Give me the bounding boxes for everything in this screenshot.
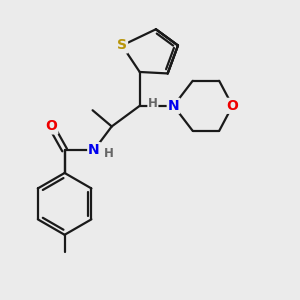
Text: O: O [226, 99, 238, 113]
Text: S: S [117, 38, 127, 52]
Text: N: N [168, 99, 179, 113]
Text: O: O [45, 119, 57, 134]
Text: H: H [103, 147, 113, 160]
Text: H: H [148, 97, 158, 110]
Text: N: N [88, 143, 100, 157]
